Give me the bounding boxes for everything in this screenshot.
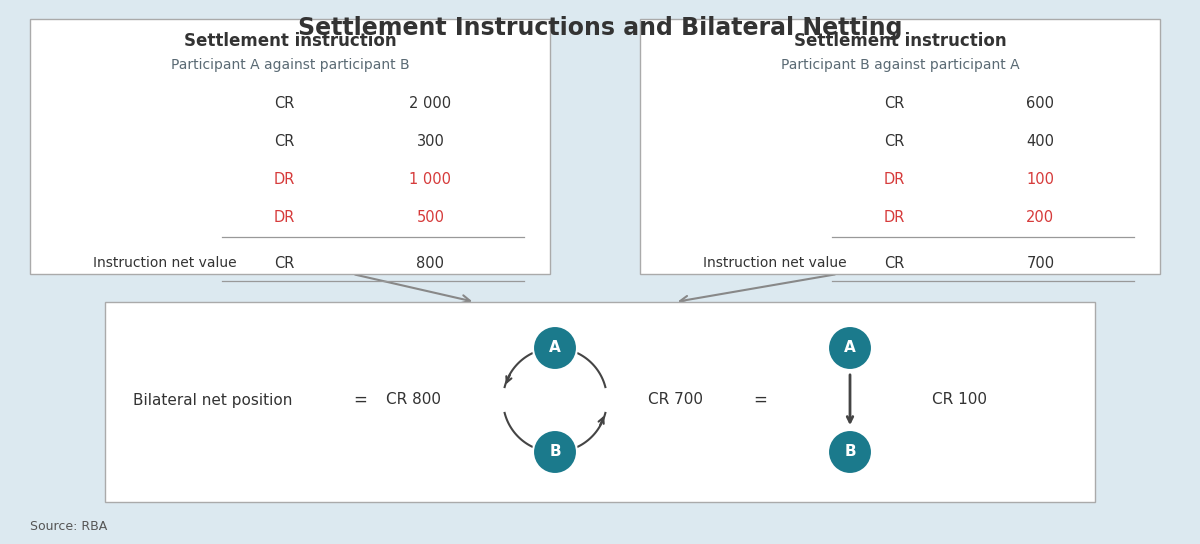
Text: CR: CR bbox=[884, 96, 905, 110]
FancyBboxPatch shape bbox=[30, 19, 550, 274]
Text: CR 100: CR 100 bbox=[932, 393, 988, 407]
Text: CR: CR bbox=[275, 96, 295, 110]
Text: 100: 100 bbox=[1026, 171, 1055, 187]
Text: 1 000: 1 000 bbox=[409, 171, 451, 187]
Circle shape bbox=[828, 430, 872, 474]
Text: 700: 700 bbox=[1026, 256, 1055, 270]
Text: Settlement instruction: Settlement instruction bbox=[184, 32, 396, 50]
Text: 400: 400 bbox=[1026, 133, 1055, 149]
Text: CR: CR bbox=[275, 133, 295, 149]
Text: A: A bbox=[844, 341, 856, 355]
Text: A: A bbox=[550, 341, 560, 355]
Text: CR: CR bbox=[884, 256, 905, 270]
Text: Instruction net value: Instruction net value bbox=[703, 256, 847, 270]
Text: Instruction net value: Instruction net value bbox=[94, 256, 238, 270]
FancyBboxPatch shape bbox=[640, 19, 1160, 274]
Circle shape bbox=[533, 326, 577, 370]
Text: B: B bbox=[844, 444, 856, 460]
Text: 2 000: 2 000 bbox=[409, 96, 451, 110]
Text: CR: CR bbox=[884, 133, 905, 149]
Text: Participant A against participant B: Participant A against participant B bbox=[170, 58, 409, 72]
Text: B: B bbox=[550, 444, 560, 460]
Text: 600: 600 bbox=[1026, 96, 1055, 110]
Text: Source: RBA: Source: RBA bbox=[30, 520, 107, 533]
Text: CR: CR bbox=[275, 256, 295, 270]
Text: CR 800: CR 800 bbox=[385, 393, 440, 407]
Text: Settlement Instructions and Bilateral Netting: Settlement Instructions and Bilateral Ne… bbox=[298, 16, 902, 40]
FancyBboxPatch shape bbox=[106, 302, 1096, 502]
Text: DR: DR bbox=[884, 171, 906, 187]
Text: 500: 500 bbox=[416, 209, 444, 225]
Text: DR: DR bbox=[884, 209, 906, 225]
Circle shape bbox=[533, 430, 577, 474]
Text: Bilateral net position: Bilateral net position bbox=[133, 393, 293, 407]
Text: 800: 800 bbox=[416, 256, 444, 270]
Text: =: = bbox=[353, 391, 367, 409]
Text: CR 700: CR 700 bbox=[648, 393, 702, 407]
Text: DR: DR bbox=[274, 209, 295, 225]
Text: Participant B against participant A: Participant B against participant A bbox=[781, 58, 1019, 72]
Text: 200: 200 bbox=[1026, 209, 1055, 225]
Text: Settlement instruction: Settlement instruction bbox=[793, 32, 1007, 50]
Text: DR: DR bbox=[274, 171, 295, 187]
Circle shape bbox=[828, 326, 872, 370]
Text: =: = bbox=[754, 391, 767, 409]
Text: 300: 300 bbox=[416, 133, 444, 149]
